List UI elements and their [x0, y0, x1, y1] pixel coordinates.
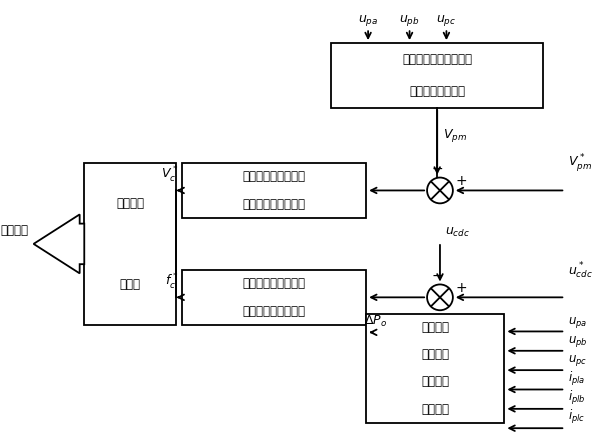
Text: $u_{pa}$: $u_{pa}$ [358, 13, 378, 28]
Circle shape [427, 284, 453, 310]
Text: $V_{pm}$: $V_{pm}$ [443, 127, 467, 143]
Text: $+$: $+$ [455, 174, 467, 188]
Text: $u_{pb}$: $u_{pb}$ [399, 13, 420, 28]
Text: $V^*_c$: $V^*_c$ [161, 165, 178, 185]
Bar [182, 270, 366, 325]
Text: $\Delta P_o$: $\Delta P_o$ [364, 314, 387, 329]
Text: $u_{pb}$: $u_{pb}$ [568, 334, 587, 349]
Text: 的频率给定计算单元: 的频率给定计算单元 [242, 305, 305, 318]
Text: $i_{plb}$: $i_{plb}$ [568, 389, 586, 407]
Text: $+$: $+$ [455, 281, 467, 295]
Text: $i_{pla}$: $i_{pla}$ [568, 370, 585, 388]
Text: 功率绕组: 功率绕组 [421, 321, 450, 334]
Text: $u_{cdc}$: $u_{cdc}$ [444, 226, 469, 239]
Circle shape [427, 177, 453, 203]
Text: $-$: $-$ [431, 161, 443, 175]
Text: 发生器: 发生器 [120, 278, 141, 291]
Bar [331, 43, 543, 108]
Text: 电压幅值计算单元: 电压幅值计算单元 [409, 85, 465, 98]
Bar [182, 163, 366, 218]
Text: $i_{plc}$: $i_{plc}$ [568, 409, 585, 426]
Text: 功率变换器输出电压: 功率变换器输出电压 [242, 170, 305, 183]
Text: 功率增量: 功率增量 [421, 375, 450, 388]
Text: $-$: $-$ [431, 268, 443, 282]
Text: 功率绕组输出变频交流: 功率绕组输出变频交流 [402, 53, 472, 66]
Polygon shape [34, 215, 84, 274]
Bar [366, 314, 504, 423]
Text: $u_{pa}$: $u_{pa}$ [568, 315, 587, 329]
Text: 功率变换器输出电压: 功率变换器输出电压 [242, 277, 305, 290]
Text: $f^*_c$: $f^*_c$ [165, 272, 178, 292]
Bar [84, 163, 176, 325]
Text: $u^*_{cdc}$: $u^*_{cdc}$ [568, 261, 593, 281]
Text: $V^*_{pm}$: $V^*_{pm}$ [568, 152, 592, 174]
Text: $u_{pc}$: $u_{pc}$ [568, 353, 587, 368]
Text: 驱动信号: 驱动信号 [116, 197, 144, 210]
Text: 驱动信号: 驱动信号 [0, 224, 28, 236]
Text: 输出有功: 输出有功 [421, 348, 450, 361]
Text: 的幅值给定计算单元: 的幅值给定计算单元 [242, 198, 305, 211]
Text: 计算单元: 计算单元 [421, 403, 450, 416]
Text: $u_{pc}$: $u_{pc}$ [437, 13, 457, 28]
